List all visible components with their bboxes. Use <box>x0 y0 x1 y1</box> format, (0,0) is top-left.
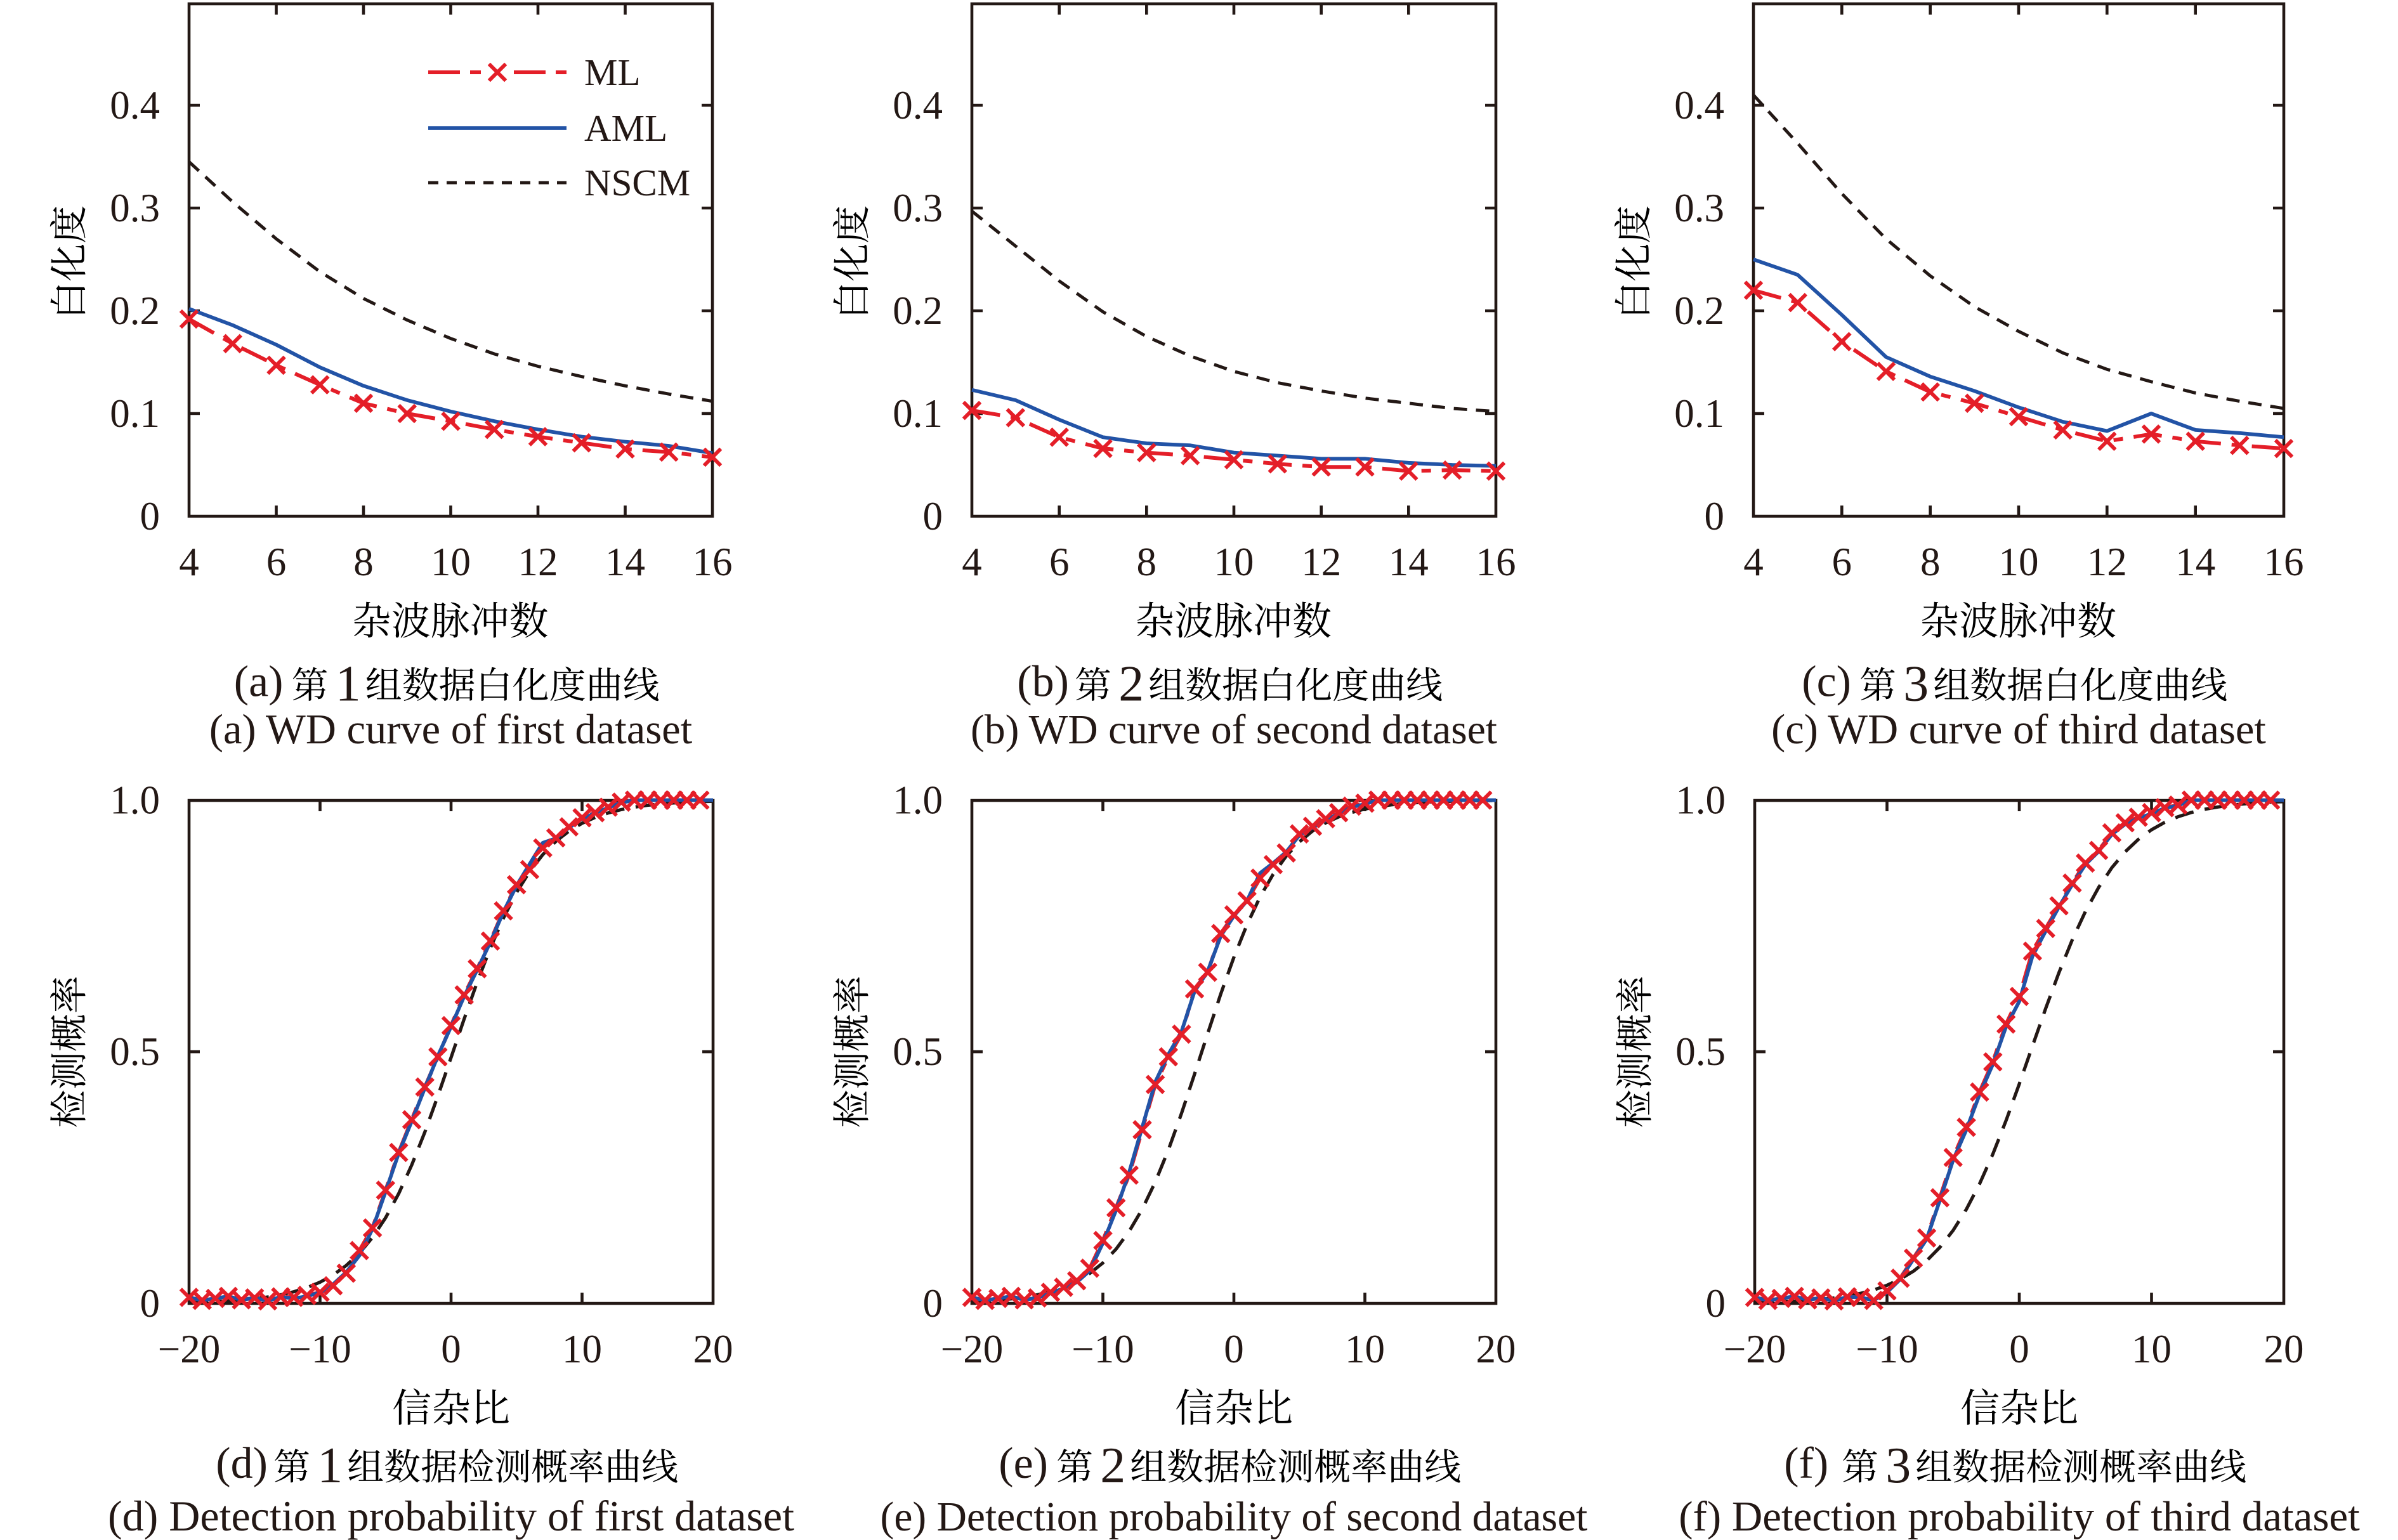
svg-text:10: 10 <box>431 540 471 584</box>
svg-text:(f): (f) <box>1784 1439 1828 1488</box>
svg-text:4: 4 <box>1743 540 1764 584</box>
svg-text:10: 10 <box>1214 540 1254 584</box>
svg-text:16: 16 <box>1476 540 1516 584</box>
svg-text:0.2: 0.2 <box>110 289 160 333</box>
svg-text:0.5: 0.5 <box>893 1029 943 1074</box>
svg-text:0: 0 <box>923 494 943 538</box>
svg-text:3: 3 <box>1903 656 1929 712</box>
svg-text:4: 4 <box>179 540 199 584</box>
svg-text:20: 20 <box>1476 1327 1516 1371</box>
svg-text:0: 0 <box>140 494 161 538</box>
svg-text:10: 10 <box>1999 540 2039 584</box>
svg-text:−10: −10 <box>1856 1327 1918 1371</box>
svg-text:6: 6 <box>266 540 287 584</box>
svg-text:10: 10 <box>1345 1327 1385 1371</box>
svg-text:1: 1 <box>336 656 361 712</box>
svg-text:0.4: 0.4 <box>110 83 160 127</box>
svg-text:1.0: 1.0 <box>893 778 943 823</box>
svg-text:(b) WD curve of second dataset: (b) WD curve of second dataset <box>971 707 1497 753</box>
svg-text:0: 0 <box>923 1281 943 1326</box>
svg-text:14: 14 <box>1389 540 1429 584</box>
svg-text:0: 0 <box>140 1281 161 1326</box>
svg-text:3: 3 <box>1885 1438 1911 1494</box>
svg-text:AML: AML <box>584 107 667 149</box>
svg-text:8: 8 <box>1920 540 1941 584</box>
svg-text:8: 8 <box>353 540 374 584</box>
svg-text:0.4: 0.4 <box>893 83 943 127</box>
svg-text:−10: −10 <box>1071 1327 1134 1371</box>
svg-text:0.5: 0.5 <box>110 1029 160 1074</box>
svg-text:6: 6 <box>1832 540 1852 584</box>
svg-text:4: 4 <box>962 540 982 584</box>
svg-text:16: 16 <box>2264 540 2304 584</box>
svg-text:8: 8 <box>1137 540 1157 584</box>
svg-text:0.5: 0.5 <box>1675 1029 1726 1074</box>
svg-text:0.3: 0.3 <box>1674 186 1724 230</box>
svg-text:0.1: 0.1 <box>110 391 160 436</box>
svg-text:20: 20 <box>693 1327 733 1371</box>
svg-text:(c) WD curve of third dataset: (c) WD curve of third dataset <box>1771 707 2266 753</box>
svg-text:(e) Detection probability of s: (e) Detection probability of second data… <box>881 1494 1588 1540</box>
svg-text:−10: −10 <box>289 1327 351 1371</box>
svg-text:0.3: 0.3 <box>893 186 943 230</box>
svg-text:0.3: 0.3 <box>110 186 160 230</box>
svg-text:0.1: 0.1 <box>893 391 943 436</box>
svg-text:10: 10 <box>2132 1327 2172 1371</box>
svg-text:ML: ML <box>584 51 641 93</box>
svg-text:1.0: 1.0 <box>110 778 160 823</box>
svg-text:−20: −20 <box>1724 1327 1786 1371</box>
svg-text:0.1: 0.1 <box>1674 391 1724 436</box>
svg-text:12: 12 <box>1301 540 1341 584</box>
svg-text:16: 16 <box>693 540 733 584</box>
svg-text:0: 0 <box>441 1327 461 1371</box>
svg-text:NSCM: NSCM <box>584 162 690 204</box>
svg-text:(a): (a) <box>234 658 284 707</box>
svg-text:(b): (b) <box>1017 658 1069 707</box>
svg-text:12: 12 <box>518 540 558 584</box>
svg-text:0: 0 <box>1705 494 1725 538</box>
svg-text:2: 2 <box>1118 656 1144 712</box>
svg-text:10: 10 <box>562 1327 602 1371</box>
svg-text:0: 0 <box>1706 1281 1726 1326</box>
svg-text:20: 20 <box>2264 1327 2304 1371</box>
svg-text:1.0: 1.0 <box>1675 778 1726 823</box>
svg-text:(c): (c) <box>1802 658 1851 707</box>
svg-text:(e): (e) <box>999 1439 1048 1488</box>
svg-text:(d) Detection probability of f: (d) Detection probability of first datas… <box>108 1492 794 1540</box>
svg-text:(a) WD curve of first dataset: (a) WD curve of first dataset <box>209 707 693 753</box>
svg-text:12: 12 <box>2087 540 2127 584</box>
svg-text:6: 6 <box>1049 540 1070 584</box>
svg-text:14: 14 <box>2175 540 2215 584</box>
svg-text:−20: −20 <box>941 1327 1004 1371</box>
svg-text:0.4: 0.4 <box>1674 83 1724 127</box>
svg-text:0: 0 <box>2009 1327 2029 1371</box>
svg-text:−20: −20 <box>158 1327 221 1371</box>
svg-text:(f) Detection probability of t: (f) Detection probability of third datas… <box>1679 1493 2360 1540</box>
svg-text:0.2: 0.2 <box>1674 289 1724 333</box>
svg-text:14: 14 <box>605 540 645 584</box>
svg-text:2: 2 <box>1100 1438 1125 1494</box>
svg-text:1: 1 <box>317 1438 343 1494</box>
svg-text:0: 0 <box>1224 1327 1244 1371</box>
svg-text:0.2: 0.2 <box>893 289 943 333</box>
svg-text:(d): (d) <box>216 1439 268 1488</box>
